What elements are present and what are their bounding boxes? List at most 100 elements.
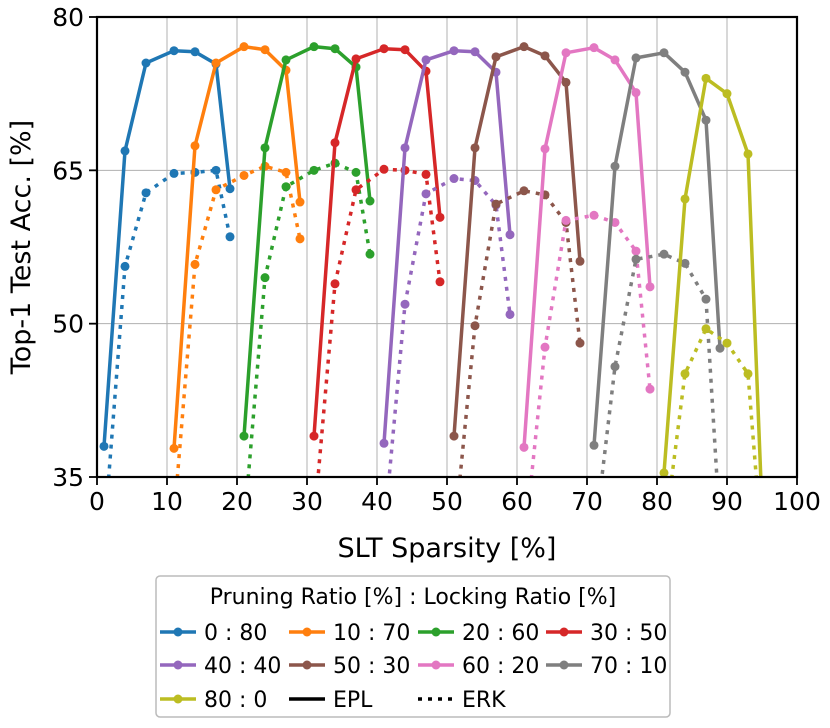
series-epl-point — [99, 441, 109, 451]
series-erk-point — [435, 277, 445, 287]
series-epl-point — [260, 45, 270, 55]
series-erk-point — [240, 524, 249, 533]
series-erk-point — [659, 249, 669, 259]
series-epl-point — [505, 230, 515, 240]
series-erk-point — [610, 217, 620, 227]
series-erk-point — [379, 164, 389, 174]
series-erk-point — [351, 185, 361, 195]
series-epl-point — [190, 141, 200, 151]
series-epl-point — [239, 42, 249, 52]
series-erk-point — [421, 169, 431, 179]
series-erk-point — [351, 167, 361, 177]
series-epl-point — [225, 184, 235, 194]
series-erk-point — [281, 167, 291, 177]
legend-label: EPL — [333, 688, 373, 713]
series-epl-point — [211, 58, 221, 68]
series-epl-point — [295, 197, 305, 207]
series-epl-point — [421, 55, 431, 65]
series-erk-point — [631, 246, 641, 256]
series-erk-point — [330, 279, 340, 289]
series-epl-point — [470, 143, 480, 153]
series-epl-point — [379, 438, 389, 448]
legend-label: 70 : 10 — [590, 654, 667, 679]
series-epl-point — [491, 52, 501, 62]
series-erk-point — [190, 259, 200, 269]
series-epl-point — [589, 440, 599, 450]
legend-marker — [173, 694, 183, 704]
legend-marker — [302, 627, 312, 637]
series-erk-point — [470, 321, 480, 331]
x-tick-label: 40 — [361, 487, 393, 516]
series-epl-point — [758, 503, 767, 512]
series-epl-point — [715, 343, 725, 353]
series-erk-point — [701, 294, 711, 304]
legend-marker — [302, 660, 312, 670]
series-erk-point — [211, 165, 221, 175]
series-erk-point — [561, 215, 571, 225]
series-erk-point — [519, 186, 529, 196]
series-epl-point — [680, 67, 690, 77]
series-erk-point — [716, 524, 725, 533]
series-erk-point — [540, 342, 550, 352]
x-tick-label: 0 — [89, 487, 105, 516]
series-erk-point — [590, 539, 599, 548]
series-epl-point — [365, 196, 375, 206]
series-erk-point — [631, 254, 641, 264]
series-erk-point — [680, 258, 690, 268]
series-epl-point — [190, 47, 200, 57]
series-epl-point — [435, 212, 445, 222]
series-erk-point — [660, 534, 669, 543]
series-epl-point — [631, 88, 641, 98]
legend-marker — [173, 660, 183, 670]
legend-label: 20 : 60 — [462, 621, 539, 646]
series-epl-point — [589, 43, 599, 53]
legend-label: 80 : 0 — [204, 688, 267, 713]
legend-label: 30 : 50 — [590, 621, 667, 646]
series-erk-point — [589, 210, 599, 220]
legend-label: 50 : 30 — [333, 654, 410, 679]
series-erk-point — [722, 338, 732, 348]
series-erk-point — [505, 309, 515, 319]
series-epl-point — [722, 89, 732, 99]
series-epl-point — [701, 73, 711, 83]
legend-frame — [155, 575, 671, 718]
x-axis-label: SLT Sparsity [%] — [338, 533, 557, 564]
series-epl-point — [659, 48, 669, 58]
series-erk-point — [225, 232, 235, 242]
y-tick-label: 80 — [52, 3, 84, 32]
series-erk-point — [260, 273, 270, 283]
series-erk-point — [169, 168, 179, 178]
y-tick-label: 50 — [52, 310, 84, 339]
legend-label: 40 : 40 — [204, 654, 281, 679]
series-erk-point — [758, 544, 767, 553]
x-tick-label: 30 — [291, 487, 323, 516]
series-erk-point — [295, 234, 305, 244]
series-epl-point — [169, 443, 179, 453]
series-epl-point — [561, 48, 571, 58]
series-erk-point — [449, 174, 459, 184]
series-erk-point — [309, 165, 319, 175]
series-erk-point — [701, 324, 711, 334]
series-epl-point — [309, 42, 319, 52]
series-erk-point — [310, 519, 319, 528]
series-erk-point — [645, 384, 655, 394]
series-epl-point — [400, 45, 410, 55]
series-epl-point — [281, 55, 291, 65]
series-epl-point — [260, 143, 270, 153]
legend-label: 10 : 70 — [333, 621, 410, 646]
y-tick-label: 65 — [52, 156, 84, 185]
legend-marker — [431, 627, 441, 637]
series-epl-point — [743, 149, 753, 159]
series-epl-point — [519, 442, 529, 452]
series-epl-point — [610, 55, 620, 65]
legend-title: Pruning Ratio [%] : Locking Ratio [%] — [210, 585, 617, 610]
series-epl-point — [519, 42, 529, 52]
legend-label: 60 : 20 — [462, 654, 539, 679]
series-epl-point — [561, 77, 571, 87]
legend-marker — [559, 627, 569, 637]
series-epl-point — [610, 161, 620, 171]
series-epl-point — [400, 143, 410, 153]
series-epl-point — [540, 51, 550, 61]
